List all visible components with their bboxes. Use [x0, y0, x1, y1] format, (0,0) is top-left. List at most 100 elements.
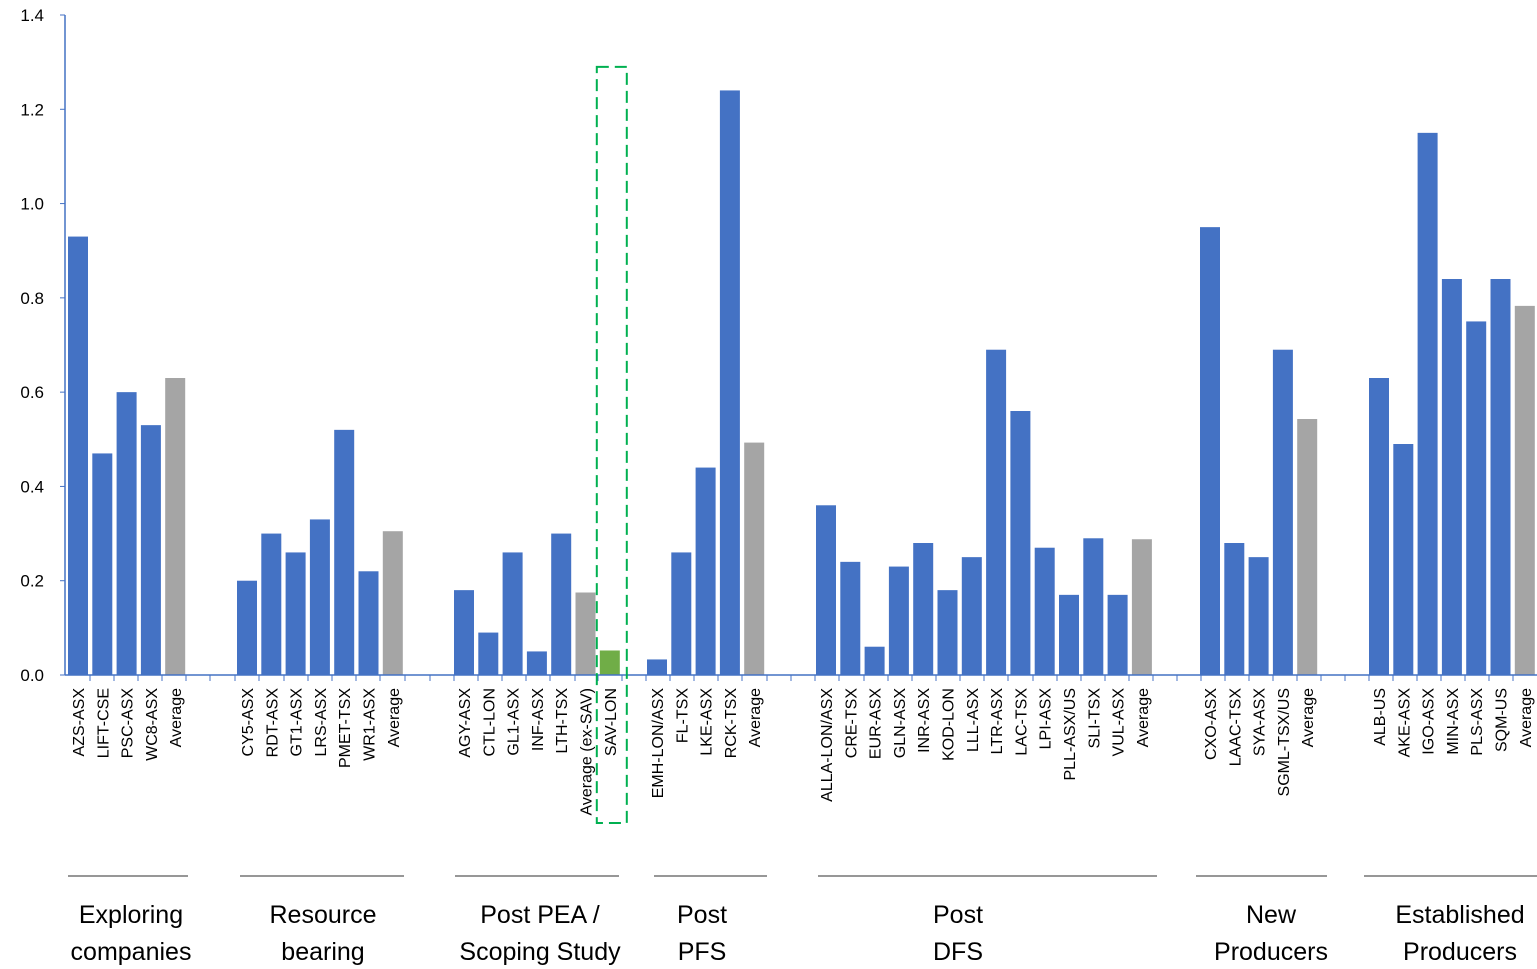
axes — [64, 15, 1537, 825]
y-tick-label: 1.0 — [20, 195, 44, 214]
x-category-label: IGO-ASX — [1421, 688, 1438, 755]
bar-lac-tsx — [1010, 411, 1031, 675]
bar-fl-tsx — [671, 552, 692, 675]
x-category-label: PLS-ASX — [1469, 688, 1486, 756]
group-label: companies — [71, 938, 192, 966]
x-category-label: LPI-ASX — [1038, 688, 1055, 750]
bar-average — [1131, 539, 1152, 675]
bar-ctl-lon — [478, 632, 499, 675]
bar-azs-asx — [68, 236, 88, 676]
x-category-label: AGY-ASX — [457, 688, 474, 758]
group-label: bearing — [281, 938, 364, 966]
x-category-label: WR1-ASX — [362, 688, 379, 761]
bar-average — [165, 378, 186, 675]
x-category-label: SQM-US — [1494, 688, 1511, 752]
x-category-label: PMET-TSX — [337, 688, 354, 768]
bar-sqm-us — [1490, 279, 1511, 675]
x-category-label: GL1-ASX — [506, 688, 523, 756]
bar-kod-lon — [937, 590, 958, 675]
x-category-label: Average — [1135, 688, 1152, 747]
bar-lpi-asx — [1034, 547, 1055, 675]
bar-lth-tsx — [551, 533, 572, 675]
x-category-label: MIN-ASX — [1445, 688, 1462, 755]
x-category-label: WC8-ASX — [144, 688, 161, 761]
bar-laac-tsx — [1224, 543, 1245, 675]
x-category-label: CY5-ASX — [240, 688, 257, 757]
x-category-label: GT1-ASX — [289, 688, 306, 757]
group-label: Established — [1395, 901, 1524, 929]
x-category-label: SGML-TSX/US — [1276, 688, 1293, 796]
bar-lll-asx — [961, 557, 982, 675]
x-category-label: INR-ASX — [916, 688, 933, 753]
bar-psc-asx — [116, 392, 137, 675]
y-tick-label: 0.6 — [20, 383, 44, 402]
x-category-label: Average — [386, 688, 403, 747]
bar-emh-lon-asx — [647, 659, 667, 675]
bar-alb-us — [1369, 378, 1389, 675]
bar-average-ex-sav — [575, 592, 596, 675]
x-category-label: CRE-TSX — [843, 688, 860, 759]
bar-gt1-asx — [285, 552, 306, 675]
category-labels: AZS-ASX LIFT-CSE PSC-ASX WC8-ASX Average CY5-… — [71, 688, 1535, 816]
bar-min-asx — [1441, 279, 1462, 675]
y-tick-label: 0.4 — [20, 477, 44, 496]
y-tick-label: 0.0 — [20, 666, 44, 685]
x-category-label: FL-TSX — [674, 688, 691, 743]
bar-wr1-asx — [358, 571, 379, 675]
x-category-label: LKE-ASX — [699, 688, 716, 756]
bar-average — [1297, 419, 1318, 675]
x-category-label: Average — [747, 688, 764, 747]
x-category-label: SLI-TSX — [1086, 688, 1103, 749]
bar-pll-asx-us — [1059, 594, 1079, 675]
x-category-label: KOD-LON — [941, 688, 958, 761]
x-category-label: LIFT-CSE — [95, 688, 112, 758]
x-category-label: Average — [1300, 688, 1317, 747]
x-category-label: Average (ex-SAV) — [579, 688, 596, 815]
group-label: Producers — [1403, 938, 1517, 966]
group-label: Post — [677, 901, 727, 929]
x-category-label: LLL-ASX — [965, 688, 982, 752]
bar-average — [744, 442, 765, 675]
bar-wc8-asx — [140, 425, 161, 675]
bar-cxo-asx — [1200, 227, 1220, 675]
bar-inr-asx — [913, 543, 934, 675]
x-category-label: PLL-ASX/US — [1062, 688, 1079, 780]
bar-lift-cse — [92, 453, 113, 675]
group-label: Producers — [1214, 938, 1328, 966]
x-category-label: RDT-ASX — [264, 688, 281, 758]
x-category-label: LAAC-TSX — [1227, 688, 1244, 767]
x-category-label: ALLA-LON/ASX — [819, 688, 836, 802]
bar-alla-lon-asx — [816, 505, 836, 675]
x-category-label: Average — [1518, 688, 1535, 747]
x-category-label: LTR-ASX — [989, 688, 1006, 755]
y-tick-label: 0.2 — [20, 572, 44, 591]
bar-average — [1514, 305, 1535, 675]
y-tick-label: 1.4 — [20, 6, 44, 25]
group-label: Resource — [270, 901, 377, 929]
x-category-label: AKE-ASX — [1396, 688, 1413, 758]
bar-eur-asx — [864, 646, 885, 675]
y-tick-label: 0.8 — [20, 289, 44, 308]
bar-sav-lon — [599, 650, 620, 675]
x-category-label: EUR-ASX — [868, 688, 885, 759]
group-label: Post — [933, 901, 983, 929]
bar-sli-tsx — [1083, 538, 1104, 675]
bar-gl1-asx — [502, 552, 523, 675]
bar-lrs-asx — [309, 519, 330, 675]
bar-igo-asx — [1417, 132, 1438, 675]
bars — [68, 90, 1535, 676]
x-category-label: VUL-ASX — [1111, 688, 1128, 757]
y-axis-ticks: 0.0 0.2 0.4 0.6 0.8 1.0 1.2 1.4 — [20, 6, 65, 685]
x-category-label: INF-ASX — [530, 688, 547, 751]
x-category-label: CXO-ASX — [1203, 688, 1220, 760]
group-label: PFS — [678, 938, 727, 966]
x-category-label: AZS-ASX — [71, 688, 88, 757]
bar-average — [382, 531, 403, 675]
group-label: New — [1246, 901, 1297, 929]
bar-pls-asx — [1466, 321, 1487, 675]
group-label: Exploring — [79, 901, 183, 929]
bar-sgml-tsx-us — [1272, 349, 1293, 675]
bar-ltr-asx — [986, 349, 1007, 675]
x-category-label: CTL-LON — [481, 688, 498, 756]
